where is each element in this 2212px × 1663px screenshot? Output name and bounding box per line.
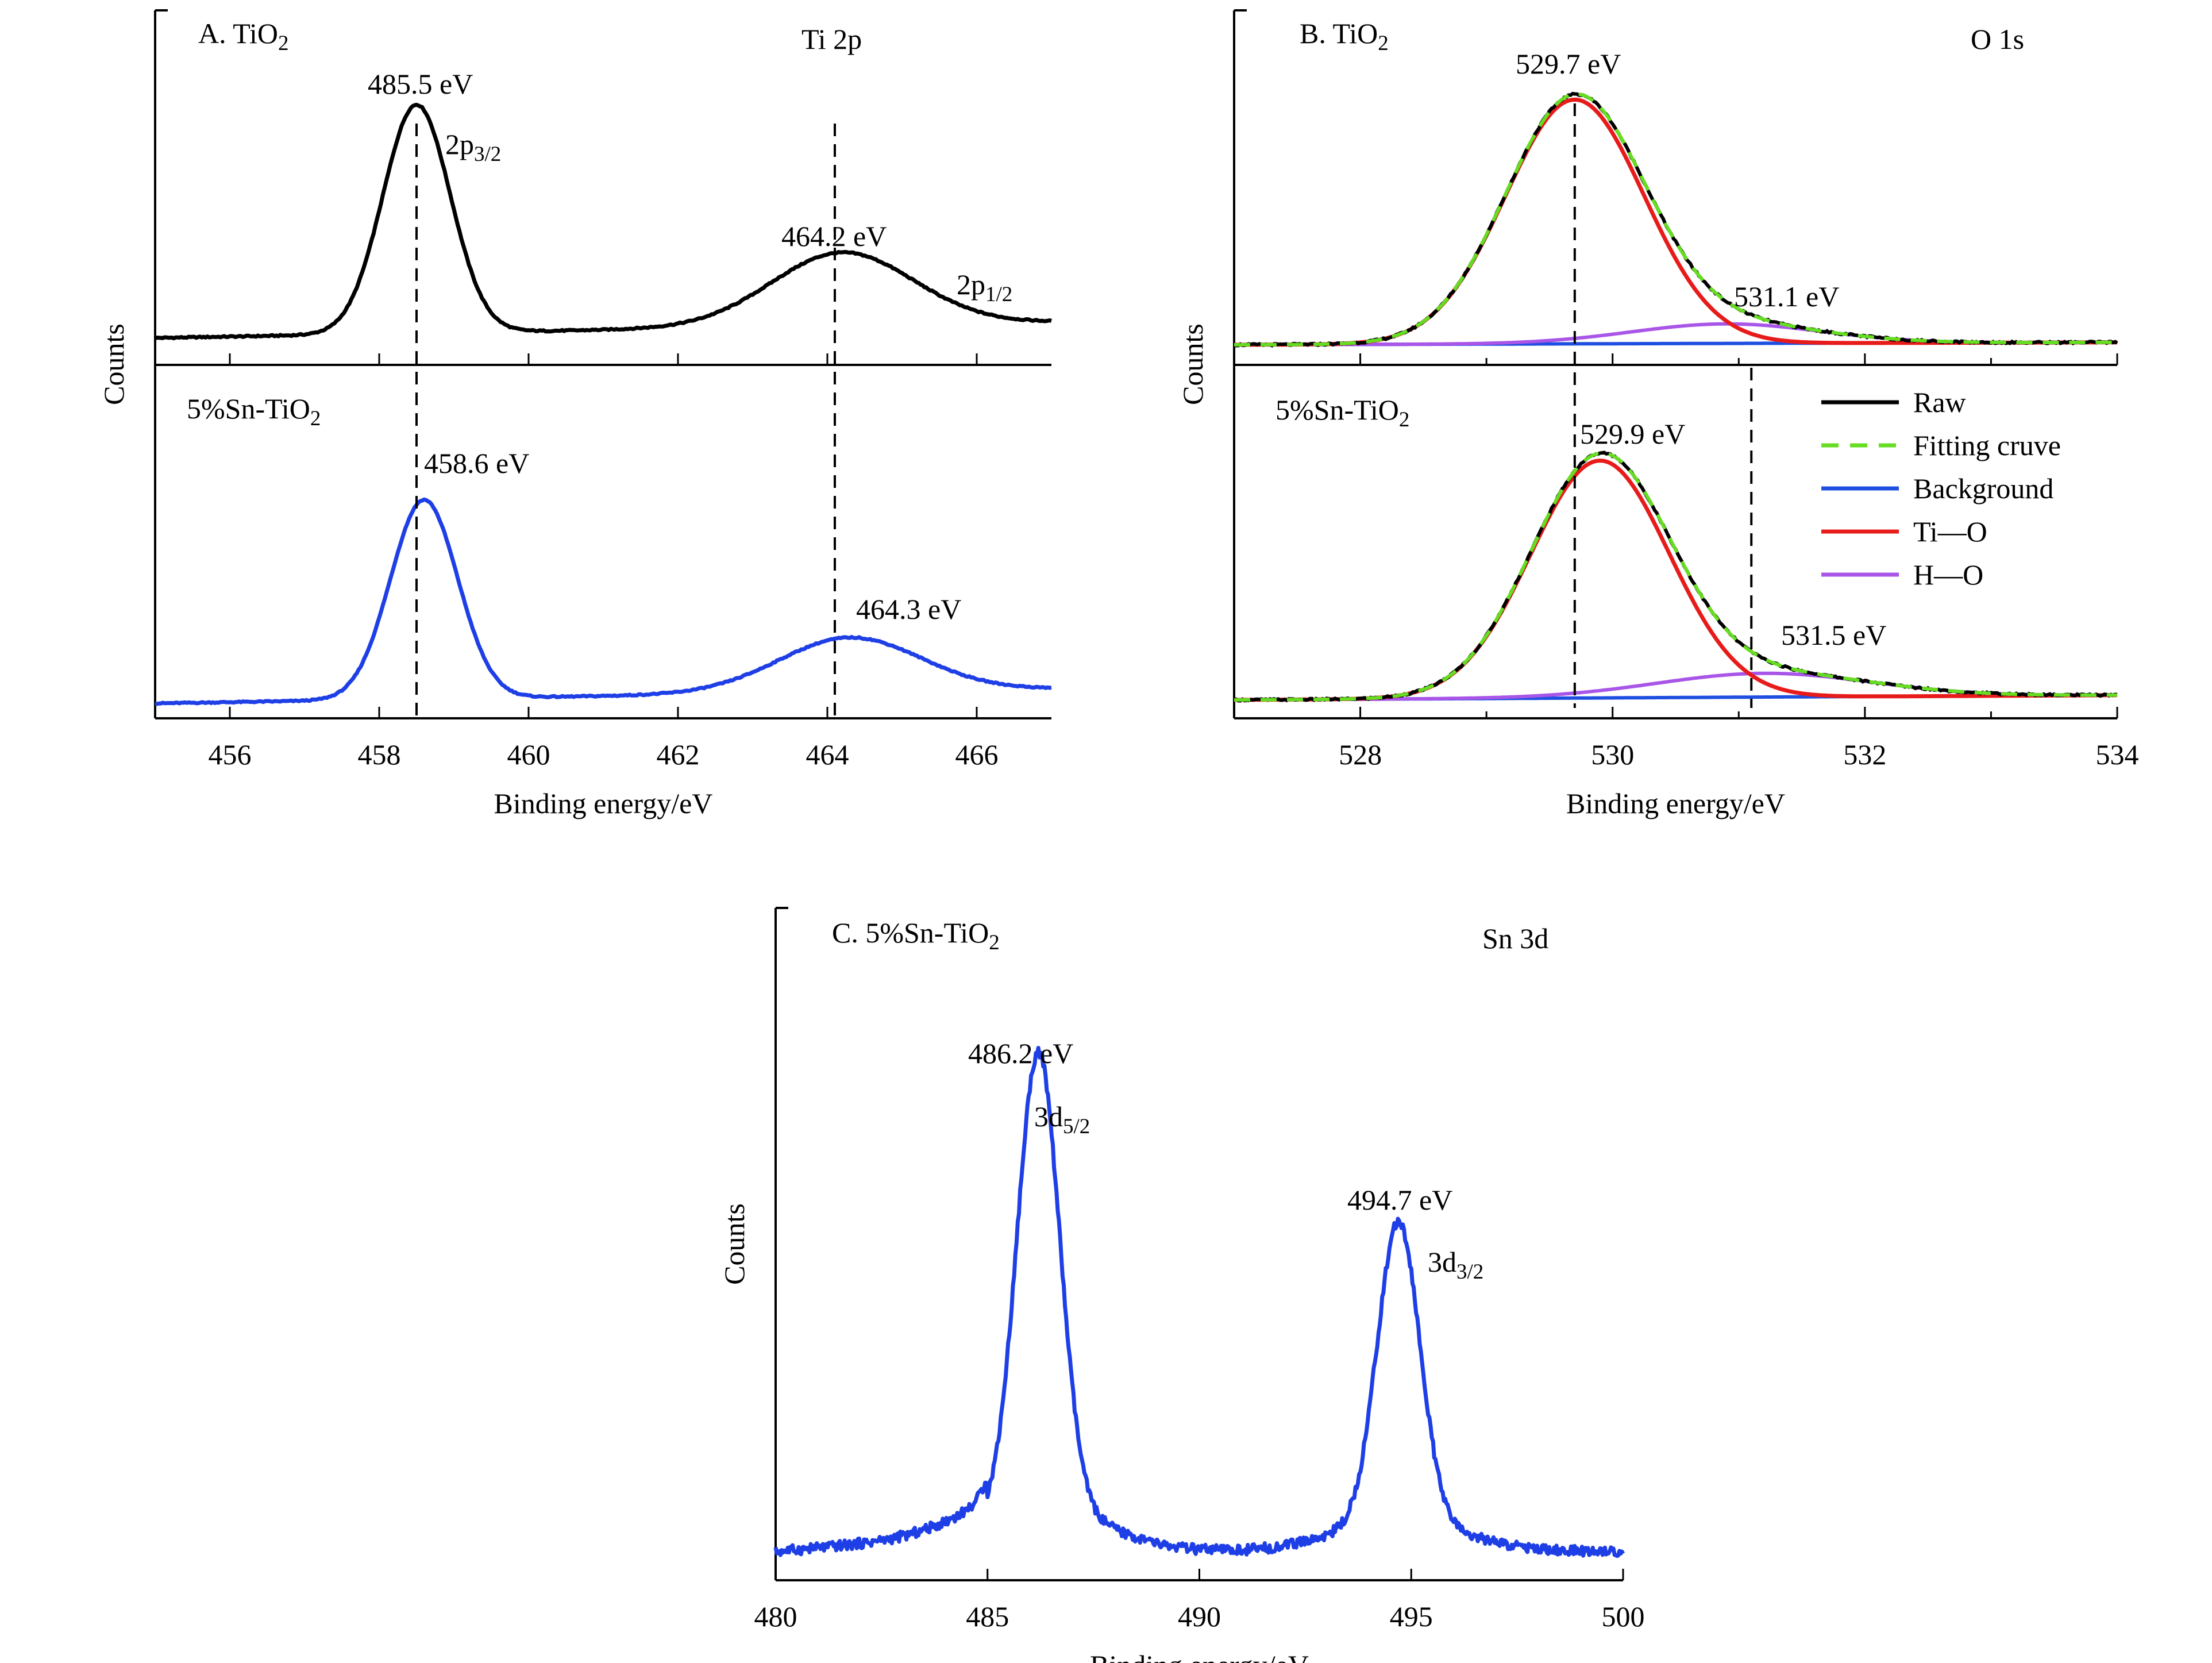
panel-a-x-tick-label: 460	[507, 738, 550, 771]
panel-b-y-axis-label: Counts	[1177, 324, 1209, 405]
panel-c-label: C. 5%Sn-TiO2	[832, 917, 1000, 954]
panel-c-peak-label: 494.7 eV	[1347, 1184, 1452, 1216]
panel-b-peak-label: 531.5 eV	[1781, 619, 1886, 651]
panel-a-peak-label: 458.6 eV	[424, 447, 529, 479]
panel-b-peak-label: 529.9 eV	[1580, 418, 1685, 450]
panel-a-sample-label: 5%Sn-TiO2	[187, 392, 321, 430]
panel-a-trace-1	[154, 102, 1052, 341]
panel-a-label: A. TiO2	[198, 17, 289, 55]
panel-b-x-tick-label: 534	[2096, 738, 2139, 771]
panel-b-legend: Raw Fitting cruve Background Ti—O H—O	[1821, 386, 2061, 591]
panel-c-x-tick-label: 485	[966, 1600, 1009, 1633]
panel-a-x-tick-label: 464	[806, 738, 849, 771]
panel-b-sample-label: 5%Sn-TiO2	[1275, 394, 1409, 432]
panel-c-x-tick-label: 500	[1602, 1600, 1645, 1633]
panel-b-label: B. TiO2	[1300, 17, 1389, 55]
panel-c: 480 485 490 495 500 Binding energy/eV Counts C.…	[718, 907, 1645, 1663]
panel-a-x-tick-label: 456	[209, 738, 252, 771]
panel-b-x-tick-label: 530	[1591, 738, 1634, 771]
panel-a-peak-label: 464.3 eV	[856, 593, 961, 625]
panel-c-trace	[773, 1046, 1625, 1558]
panel-a-peak-label: 464.2 eV	[781, 220, 887, 252]
panel-b-sub2-fit-curve	[1234, 451, 2117, 702]
panel-a-trace-2	[155, 497, 1052, 706]
panel-c-orbital: 3d3/2	[1428, 1246, 1483, 1284]
panel-b: 528 530 532 534 Binding energy/eV Counts B. Ti…	[1177, 9, 2139, 819]
panel-c-region: Sn 3d	[1482, 922, 1548, 954]
legend-label: Background	[1913, 472, 2053, 505]
panel-c-y-axis-label: Counts	[718, 1203, 750, 1285]
panel-b-sub1-ti-o-curve	[1234, 97, 2118, 347]
panel-a-region: Ti 2p	[801, 23, 862, 55]
panel-c-x-tick-label: 495	[1390, 1600, 1433, 1633]
legend-label: Ti—O	[1913, 515, 1987, 548]
panel-a-orbital: 2p1/2	[957, 268, 1012, 306]
panel-c-orbital: 3d5/2	[1034, 1100, 1090, 1138]
panel-b-x-tick-label: 532	[1843, 738, 1886, 771]
legend-label: Fitting cruve	[1913, 429, 2061, 461]
panel-a: 456 458 460 462 464 466 Binding energy/eV Count…	[98, 9, 1052, 819]
panel-b-x-tick-label: 528	[1339, 738, 1382, 771]
panel-b-region: O 1s	[1971, 23, 2024, 55]
panel-c-peak-label: 486.2 eV	[968, 1037, 1073, 1069]
panel-a-x-tick-label: 466	[955, 738, 999, 771]
legend-label: H—O	[1913, 559, 1983, 591]
panel-a-x-axis-label: Binding energy/eV	[494, 787, 713, 819]
panel-a-y-axis-label: Counts	[98, 324, 130, 405]
panel-b-sub1-fit-curve	[1234, 92, 2118, 347]
panel-a-x-tick-label: 458	[358, 738, 401, 771]
panel-b-peak-label: 531.1 eV	[1734, 280, 1839, 313]
panel-b-peak-label: 529.7 eV	[1516, 48, 1621, 80]
panel-c-x-tick-label: 490	[1178, 1600, 1221, 1633]
legend-label: Raw	[1913, 386, 1966, 418]
panel-a-peak-label: 485.5 eV	[368, 68, 473, 100]
panel-b-sub1-raw-curve	[1234, 91, 2118, 348]
panel-b-x-axis-label: Binding energy/eV	[1566, 787, 1785, 819]
panel-a-orbital: 2p3/2	[445, 128, 501, 166]
panel-a-x-tick-label: 462	[657, 738, 700, 771]
panel-c-x-tick-label: 480	[754, 1600, 797, 1633]
panel-c-x-axis-label: Binding energy/eV	[1090, 1649, 1309, 1663]
